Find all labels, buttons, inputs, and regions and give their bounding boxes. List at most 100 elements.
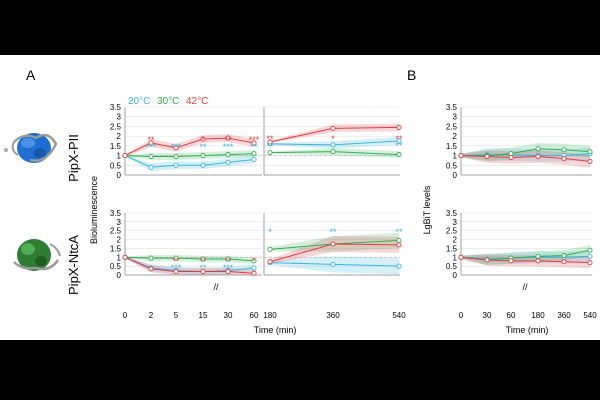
series-line-30°C-b-pii [461,148,591,157]
panel-a-x-axis-title: Time (min) [254,325,297,335]
data-point-42°C-a-ntca-late [267,259,273,265]
x-tick-a-late: 360 [326,311,340,320]
data-point-42°C-a-ntca-early [148,266,154,272]
significance-star-red: ** [224,135,232,145]
x-tick-b: 60 [507,311,516,320]
y-tick-a-ntca-early: 2.5 [110,227,122,236]
data-point-30°C-a-ntca-late [396,237,402,244]
data-point-20°C-a-pii-early [225,159,231,165]
data-point-42°C-b-ntca [535,258,541,264]
significance-star-blue: ** [266,141,274,151]
x-tick-b: 30 [483,311,492,320]
data-point-30°C-a-ntca-early [200,256,206,262]
row-label-pipx-ntca: PipX-NtcA [66,235,81,295]
y-tick-b-ntca: 1 [453,253,458,262]
significance-star-red: *** [249,135,260,145]
data-point-20°C-a-ntca-early [251,265,257,271]
data-point-20°C-b-ntca [587,253,593,259]
data-point-42°C-a-ntca-late [396,242,402,248]
data-point-42°C-b-pii [561,155,567,162]
data-point-20°C-a-pii-early [173,162,179,168]
data-point-30°C-b-ntca [561,252,567,259]
x-tick-a-late: 180 [263,311,277,320]
band-30°C-a-ntca-early [125,254,254,265]
significance-star-red: ** [395,134,403,144]
panel-b-x-axis-title: Time (min) [506,325,549,335]
data-point-42°C-a-pii-early [225,135,231,141]
data-point-42°C-b-ntca [458,254,464,260]
data-point-30°C-a-pii-early [225,152,231,158]
data-point-42°C-b-ntca [508,258,514,264]
y-tick-a-pii-early: 2 [117,132,122,141]
data-point-42°C-a-pii-early [173,145,179,151]
y-tick-b-ntca: 2 [453,236,458,245]
significance-star-red: ** [147,135,155,145]
band-42°C-a-pii-early [125,134,254,157]
significance-star-blue: ** [199,142,207,152]
y-tick-a-pii-early: 1 [117,152,122,161]
figure-background [0,55,600,340]
series-line-20°C-b-pii [460,153,591,157]
legend-30c: 30°C [157,96,179,107]
data-point-42°C-a-pii-early [148,140,154,146]
significance-star-blue: *** [171,263,182,273]
y-tick-a-ntca-early: 3 [117,218,122,227]
significance-star-blue: * [268,227,272,237]
data-point-30°C-b-ntca [535,253,541,259]
data-point-42°C-a-ntca-early [225,268,231,275]
data-point-30°C-a-ntca-early [251,258,257,264]
y-tick-b-pii: 0.5 [446,161,458,170]
y-tick-b-ntca: 3 [453,218,458,227]
data-point-30°C-b-pii [561,147,567,153]
data-point-42°C-a-pii-early [122,153,128,159]
data-point-42°C-a-ntca-early [200,268,206,275]
data-point-20°C-a-pii-early [251,156,257,163]
significance-star-blue: *** [223,142,234,152]
band-30°C-a-pii-early [125,150,254,161]
x-tick-a-early: 60 [250,311,259,320]
panel-label-b: B [407,67,416,83]
pipx-pii-structure-image [4,133,58,163]
series-line-42°C-b-pii [460,155,591,162]
data-point-30°C-b-pii [587,149,593,155]
series-line-30°C-a-pii-early [124,153,255,158]
significance-star-red: ** [266,134,274,144]
x-tick-b: 540 [583,311,597,320]
y-tick-b-ntca: 0.5 [446,262,458,271]
x-tick-a-early: 2 [149,311,154,320]
significance-star-blue: ** [395,141,403,151]
y-tick-a-pii-early: 2.5 [110,122,122,131]
data-point-30°C-a-ntca-early [173,255,179,261]
y-tick-b-pii: 1 [453,152,458,161]
significance-star-blue: ** [199,263,207,273]
y-tick-b-pii: 3.5 [446,103,458,112]
series-line-42°C-a-pii-early [124,137,255,157]
data-point-30°C-a-pii-late [396,152,402,158]
data-point-42°C-b-ntca [587,260,593,266]
x-tick-a-early: 30 [224,311,233,320]
significance-star-red: ** [199,256,207,266]
x-tick-b: 180 [531,311,545,320]
data-point-42°C-a-pii-early [251,140,257,146]
charts-layer: 00.511.522.533.500.511.522.533.500.511.5… [110,103,597,320]
band-42°C-a-ntca-late [270,236,399,265]
y-tick-b-ntca: 1.5 [446,244,458,253]
y-tick-a-ntca-early: 1.5 [110,244,122,253]
data-point-42°C-a-ntca-early [122,254,128,260]
data-point-30°C-a-ntca-late [267,246,273,252]
significance-star-blue: ** [250,142,258,152]
data-point-20°C-a-pii-early [200,162,206,168]
y-tick-b-pii: 1.5 [446,142,458,151]
x-tick-a-early: 0 [123,311,128,320]
data-point-42°C-b-pii [508,154,514,161]
temperature-legend: 20°C 30°C 42°C [128,96,208,107]
y-tick-b-pii: 3 [453,113,458,122]
legend-42c: 42°C [186,96,208,107]
y-tick-a-ntca-early: 0.5 [110,262,122,271]
y-tick-a-ntca-early: 2 [117,236,122,245]
data-point-20°C-a-ntca-late [330,261,336,267]
row-label-pipx-pii: PipX-PII [66,134,81,182]
band-42°C-a-pii-late [270,123,399,144]
